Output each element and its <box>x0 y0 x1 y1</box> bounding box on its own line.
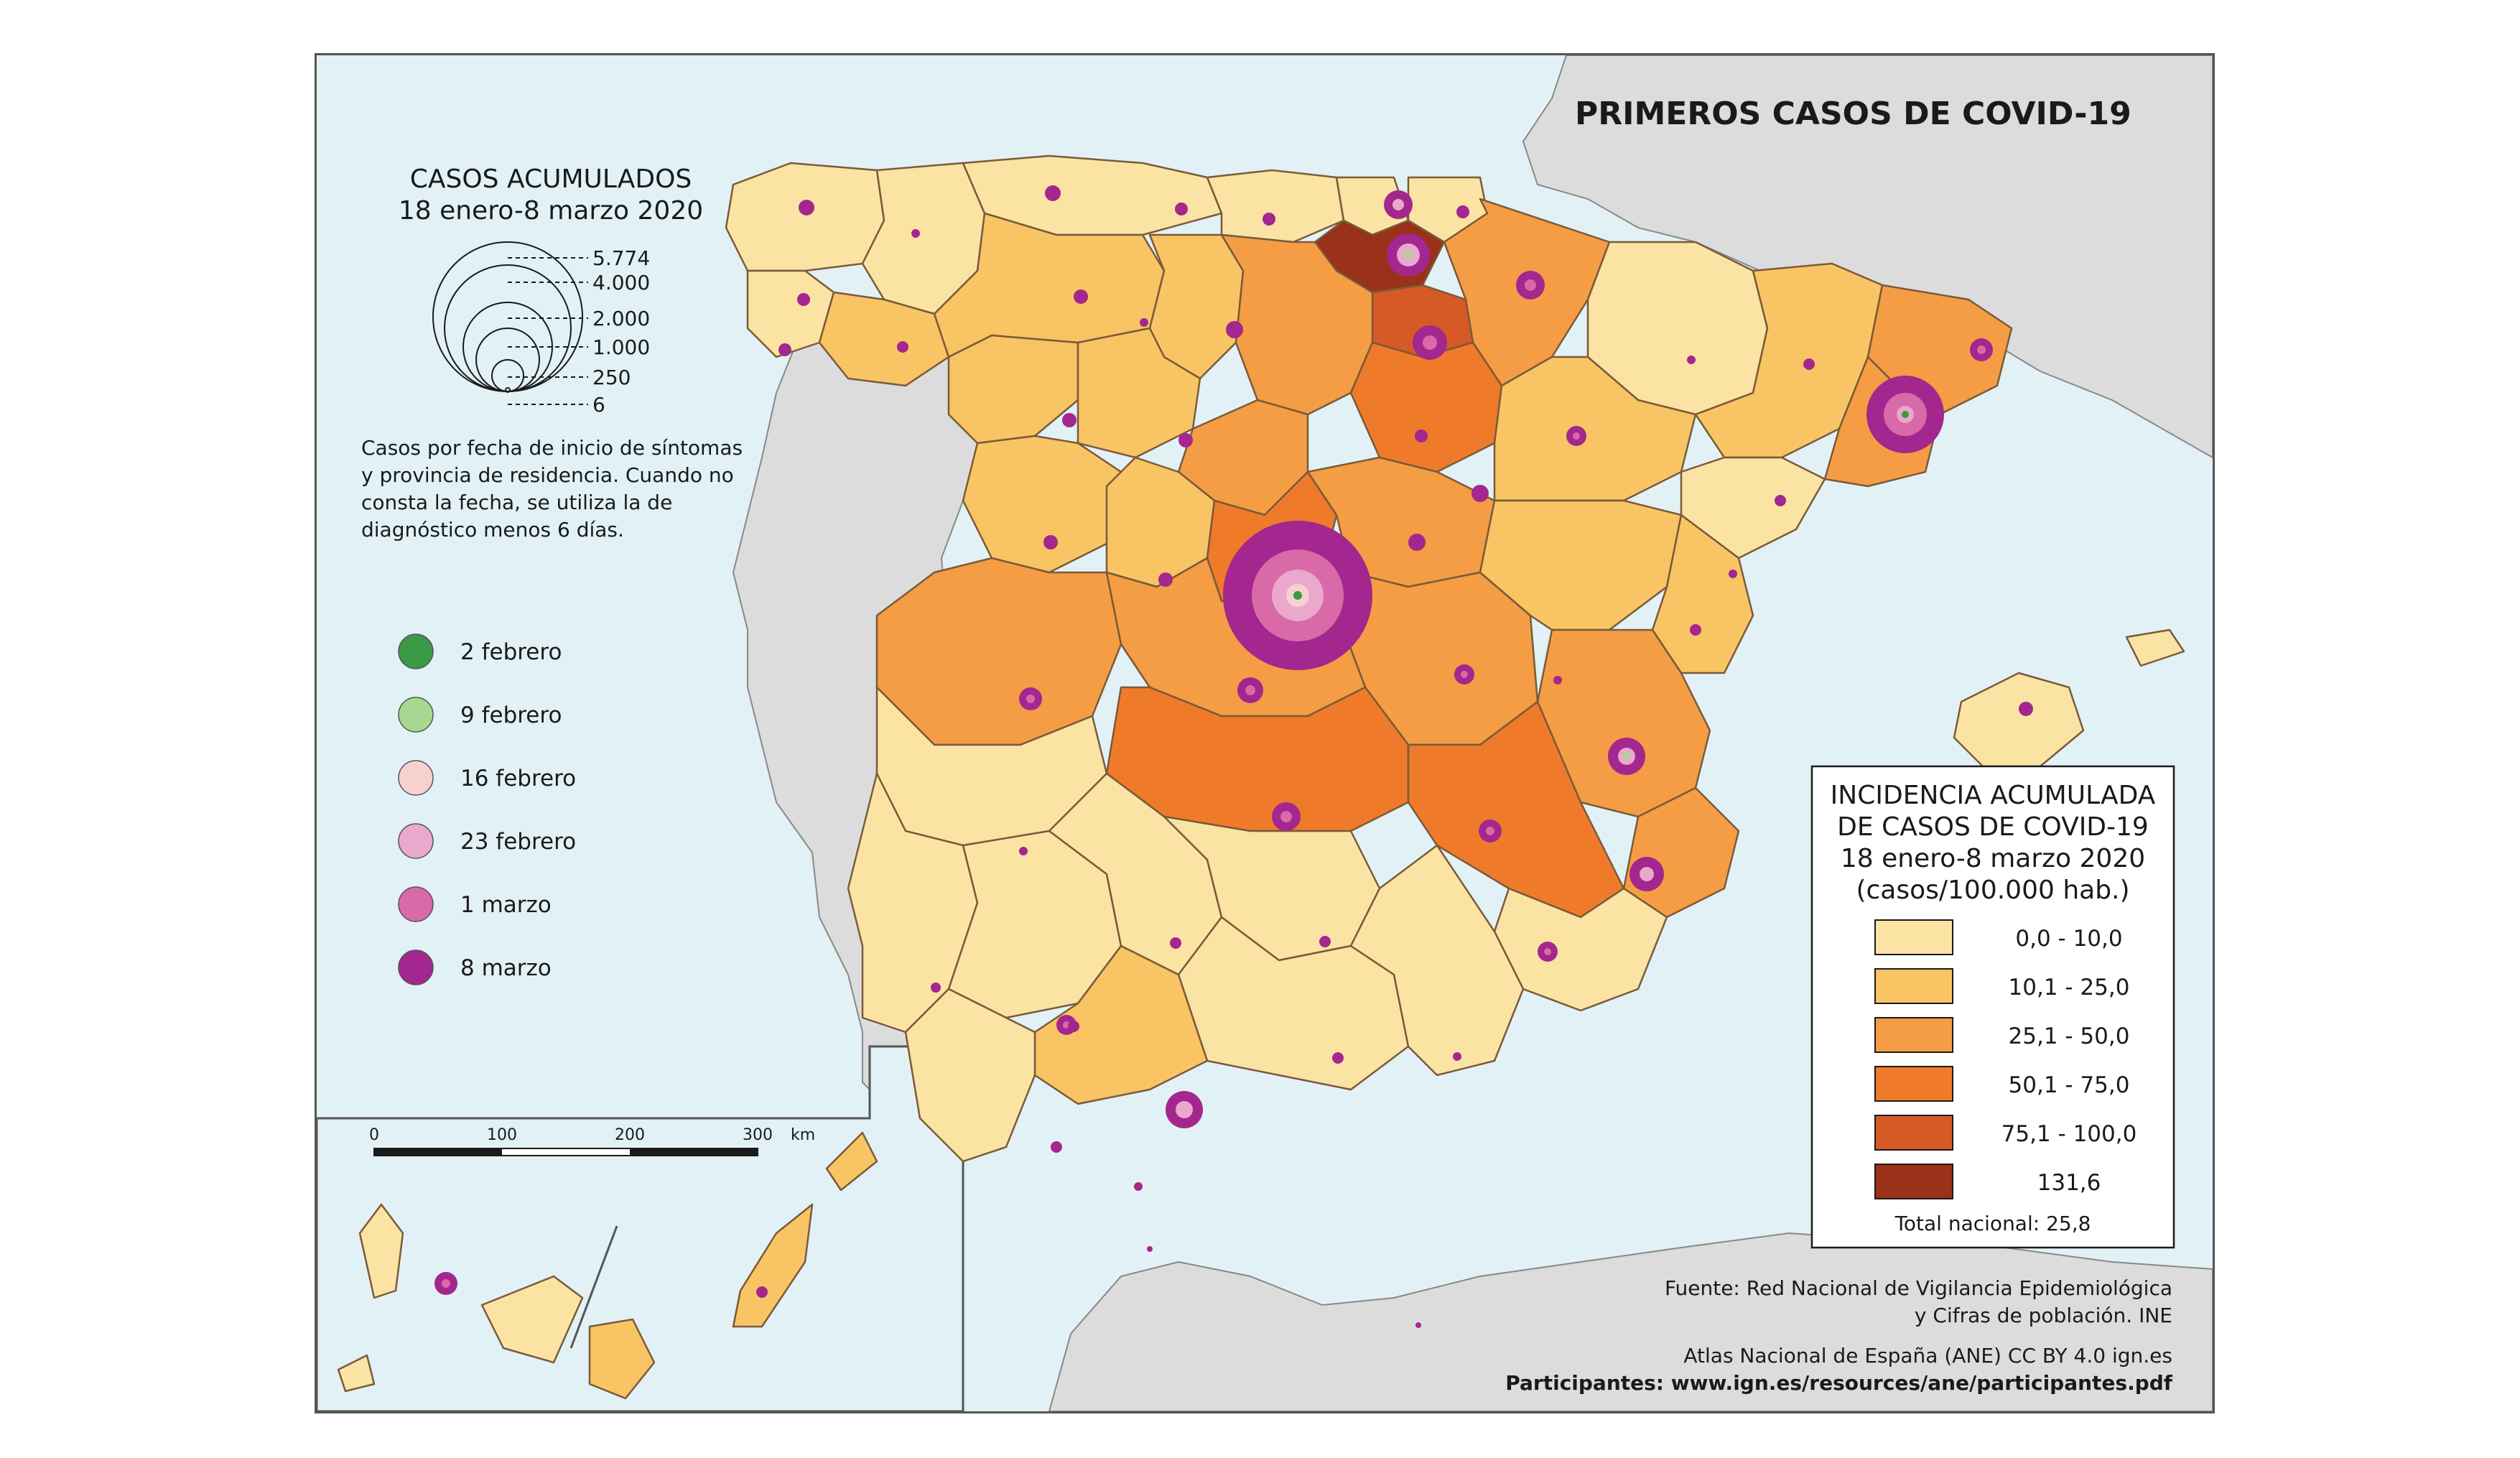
date-label-5: 8 marzo <box>460 955 552 981</box>
incidence-heading-3: 18 enero-8 marzo 2020 <box>1841 844 2145 873</box>
size-label-2000: 2.000 <box>592 307 650 330</box>
cases-note-1: Casos por fecha de inicio de síntomas <box>361 436 743 460</box>
incidence-swatch-4 <box>1874 1115 1953 1151</box>
prov-las-palmas <box>588 1131 878 1400</box>
africa-land <box>1048 1232 2213 1411</box>
cases-legend-heading-1: CASOS ACUMULADOS <box>410 164 692 194</box>
incidence-label-2: 25,1 - 50,0 <box>2009 1023 2130 1049</box>
credits: Fuente: Red Nacional de Vigilancia Epide… <box>1505 1276 2173 1395</box>
incidence-label-1: 10,1 - 25,0 <box>2009 975 2130 1000</box>
prov-menorca <box>2125 628 2185 667</box>
prov-zamora <box>947 334 1079 445</box>
incidence-heading-1: INCIDENCIA ACUMULADA <box>1831 781 2156 810</box>
incidence-swatch-5 <box>1874 1164 1953 1199</box>
incidence-legend: INCIDENCIA ACUMULADA DE CASOS DE COVID-1… <box>1810 765 2175 1249</box>
credit-atlas: Atlas Nacional de España (ANE) CC BY 4.0… <box>1683 1344 2172 1368</box>
date-legend: 2 febrero 9 febrero 16 febrero 23 febrero 1 … <box>398 633 576 985</box>
prov-cantabria <box>1206 169 1345 243</box>
date-label-0: 2 febrero <box>460 639 562 665</box>
map-canvas: PRIMEROS CASOS DE COVID-19 CASOS ACUMULA… <box>317 55 2213 1411</box>
cases-legend-heading-2: 18 enero-8 marzo 2020 <box>399 196 703 226</box>
credit-source-1: Fuente: Red Nacional de Vigilancia Epide… <box>1665 1276 2172 1300</box>
date-swatch-2 <box>398 760 434 796</box>
date-swatch-1 <box>398 697 434 733</box>
prov-soria <box>1349 341 1503 473</box>
provinces <box>337 154 2185 1400</box>
scale-bar: 0 100 200 300 km <box>369 1126 815 1156</box>
incidence-swatch-1 <box>1874 968 1953 1004</box>
size-label-4000: 4.000 <box>592 271 650 294</box>
map-title: PRIMEROS CASOS DE COVID-19 <box>1575 96 2131 132</box>
prov-salamanca <box>962 435 1122 574</box>
canary-separator <box>569 1225 618 1349</box>
incidence-total: Total nacional: 25,8 <box>1894 1212 2091 1235</box>
scale-tick-100: 100 <box>487 1126 517 1144</box>
cases-note-3: consta la fecha, se utiliza la de <box>361 491 672 514</box>
incidence-label-4: 75,1 - 100,0 <box>2001 1121 2137 1147</box>
incidence-heading-2: DE CASOS DE COVID-19 <box>1837 812 2149 842</box>
incidence-swatch-0 <box>1874 919 1953 955</box>
size-label-5774: 5.774 <box>592 246 650 270</box>
prov-baleares <box>1953 672 2085 768</box>
scale-tick-200: 200 <box>615 1126 645 1144</box>
date-swatch-4 <box>398 886 434 922</box>
prov-valencia <box>1536 628 1711 818</box>
credit-participants: Participantes: www.ign.es/resources/ane/… <box>1505 1371 2173 1395</box>
credit-source-2: y Cifras de población. INE <box>1915 1304 2172 1327</box>
incidence-swatch-2 <box>1874 1017 1953 1053</box>
prov-almeria <box>1349 844 1525 1077</box>
incidence-swatch-3 <box>1874 1066 1953 1102</box>
size-label-250: 250 <box>592 366 631 389</box>
date-label-3: 23 febrero <box>460 829 576 855</box>
incidence-label-0: 0,0 - 10,0 <box>2015 926 2122 952</box>
prov-teruel <box>1479 499 1683 631</box>
prov-a-coruna <box>725 162 885 272</box>
cases-note-4: diagnóstico menos 6 días. <box>361 518 624 542</box>
date-label-2: 16 febrero <box>460 766 576 791</box>
incidence-label-5: 131,6 <box>2037 1170 2101 1196</box>
date-label-1: 9 febrero <box>460 702 562 728</box>
scale-unit: km <box>791 1126 815 1144</box>
cases-note-2: y provincia de residencia. Cuando no <box>361 463 734 487</box>
date-swatch-5 <box>398 949 434 985</box>
date-swatch-0 <box>398 633 434 669</box>
case-circles <box>434 185 2033 1328</box>
incidence-heading-4: (casos/100.000 hab.) <box>1856 876 2129 905</box>
map-frame: PRIMEROS CASOS DE COVID-19 CASOS ACUMULA… <box>315 53 2215 1413</box>
size-label-1000: 1.000 <box>592 335 650 359</box>
prov-cadiz <box>904 988 1036 1163</box>
prov-santa-cruz <box>337 1203 584 1393</box>
incidence-label-3: 50,1 - 75,0 <box>2009 1072 2130 1098</box>
size-label-6: 6 <box>592 393 605 417</box>
scale-tick-300: 300 <box>743 1126 773 1144</box>
date-swatch-3 <box>398 823 434 859</box>
date-label-4: 1 marzo <box>460 892 552 918</box>
cases-legend: CASOS ACUMULADOS 18 enero-8 marzo 2020 5… <box>361 164 743 542</box>
scale-tick-0: 0 <box>369 1126 379 1144</box>
